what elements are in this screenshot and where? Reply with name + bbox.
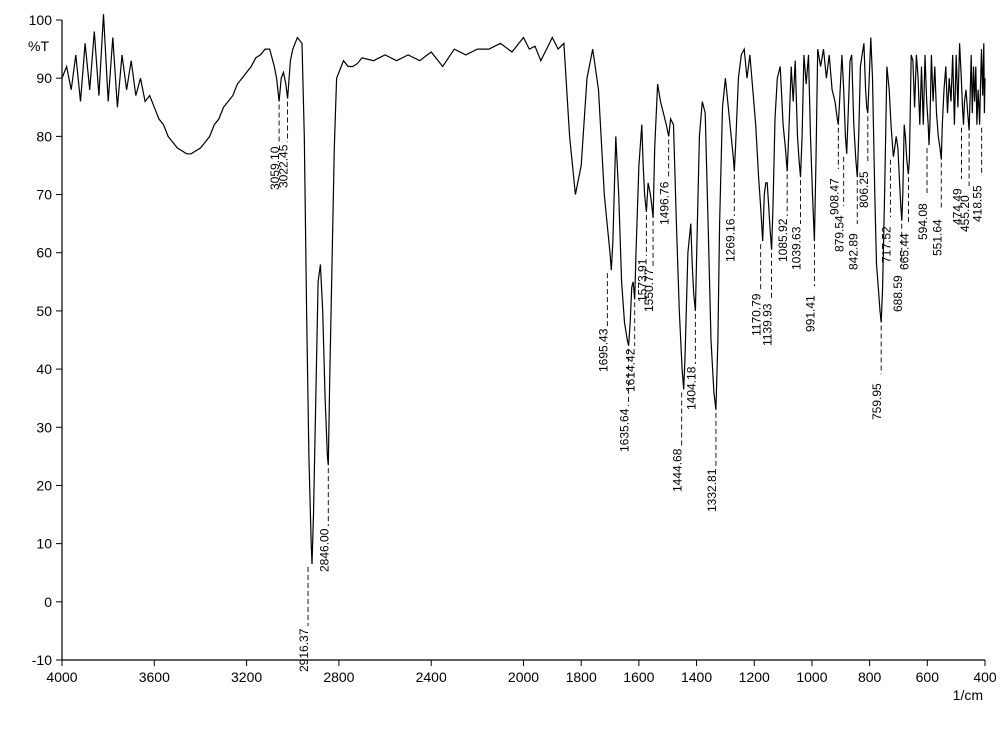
x-tick-label: 3200: [231, 669, 262, 685]
x-tick-label: 2400: [416, 669, 447, 685]
peak-label: 3022.45: [277, 144, 291, 188]
peak-label: 759.95: [870, 383, 884, 420]
y-tick-label: -10: [32, 652, 52, 668]
peak-label: 842.89: [846, 233, 860, 270]
peak-label: 594.08: [916, 203, 930, 240]
y-tick-label: 50: [36, 303, 52, 319]
peak-label: 1139.93: [761, 303, 775, 346]
x-tick-label: 2800: [323, 669, 354, 685]
peak-label: 1404.18: [684, 366, 698, 410]
y-tick-label: 10: [36, 536, 52, 552]
x-tick-label: 4000: [46, 669, 77, 685]
y-tick-label: 100: [29, 12, 53, 28]
peak-label: 908.47: [827, 178, 841, 215]
x-tick-label: 1400: [681, 669, 712, 685]
peak-label: 688.59: [891, 275, 905, 312]
y-tick-label: 30: [36, 419, 52, 435]
y-tick-label: 0: [44, 594, 52, 610]
x-tick-label: 2000: [508, 669, 539, 685]
peak-label: 1614.42: [624, 348, 638, 392]
peak-label: 879.54: [833, 215, 847, 252]
peak-label: 717.52: [879, 226, 893, 263]
peak-label: 1496.76: [658, 181, 672, 225]
peak-label: 1695.43: [596, 328, 610, 372]
y-tick-label: 40: [36, 361, 52, 377]
y-tick-label: 20: [36, 477, 52, 493]
x-tick-label: 1600: [623, 669, 654, 685]
peak-label: 991.41: [803, 295, 817, 332]
peak-label: 1085.92: [776, 218, 790, 262]
peak-label: 1039.63: [790, 226, 804, 270]
peak-label: 1635.64: [618, 408, 632, 452]
x-tick-label: 600: [916, 669, 940, 685]
y-tick-label: 80: [36, 128, 52, 144]
peak-label: 1269.16: [723, 218, 737, 262]
peak-label: 2916.37: [297, 628, 311, 672]
y-tick-label: 60: [36, 245, 52, 261]
x-tick-label: 1200: [739, 669, 770, 685]
peak-label: 806.25: [857, 171, 871, 208]
y-tick-label: 70: [36, 187, 52, 203]
y-tick-label: 90: [36, 70, 52, 86]
ir-spectrum-plot: 1009080706050403020100-10400036003200280…: [0, 0, 1000, 736]
peak-label: 418.55: [971, 185, 985, 222]
x-tick-label: 800: [858, 669, 882, 685]
x-tick-label: 400: [973, 669, 997, 685]
peak-label: 551.64: [930, 219, 944, 256]
x-axis-label: 1/cm: [953, 687, 983, 703]
x-tick-label: 3600: [139, 669, 170, 685]
peak-label: 2846.00: [317, 528, 331, 572]
x-tick-label: 1000: [796, 669, 827, 685]
peak-label: 1550.77: [642, 268, 656, 312]
y-axis-label: %T: [28, 38, 49, 54]
x-tick-label: 1800: [566, 669, 597, 685]
peak-label: 1332.81: [705, 468, 719, 512]
peak-label: 665.44: [897, 233, 911, 270]
peak-label: 1444.68: [671, 448, 685, 492]
